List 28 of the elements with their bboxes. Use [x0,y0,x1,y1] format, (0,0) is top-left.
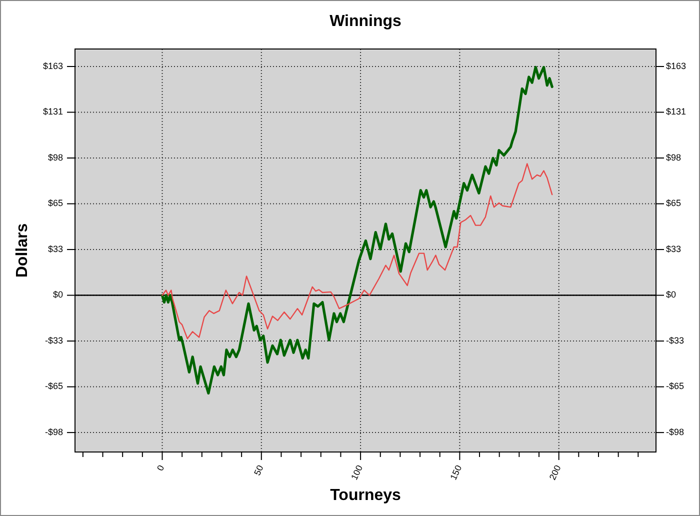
line-series [162,163,553,340]
y2-tick-label: -$65 [666,381,684,392]
y2-tick-label: $131 [666,106,686,117]
y-tick-label: $163 [42,60,63,71]
line-series [160,66,554,395]
x-tick-label: 200 [547,464,563,482]
y2-tick-label: -$98 [666,426,684,437]
y2-tick-label: $98 [666,152,682,162]
y-tick-label: -$98 [44,426,63,437]
y2-tick-label: $33 [666,244,682,254]
y-tick-label: $33 [48,244,63,254]
x-tick-label: 0 [155,464,166,472]
y-tick-label: -$65 [44,381,63,392]
x-axis-title: Tourneys [330,487,402,504]
y-tick-label: $65 [48,198,63,208]
x-tick-label: 50 [252,464,266,477]
x-tick-label: 100 [349,464,365,482]
x-tick-label: 150 [448,464,464,482]
y2-tick-label: -$33 [666,335,684,346]
y-axis-title: Dollars [14,223,31,278]
y2-tick-label: $0 [666,290,676,300]
y-tick-label: $98 [48,152,63,162]
y-tick-label: $0 [52,290,63,300]
chart-title: Winnings [330,13,402,30]
y-tick-label: $131 [42,106,63,117]
y2-tick-label: $163 [666,60,686,71]
y2-tick-label: $65 [666,198,682,208]
y-tick-label: -$33 [44,335,63,346]
